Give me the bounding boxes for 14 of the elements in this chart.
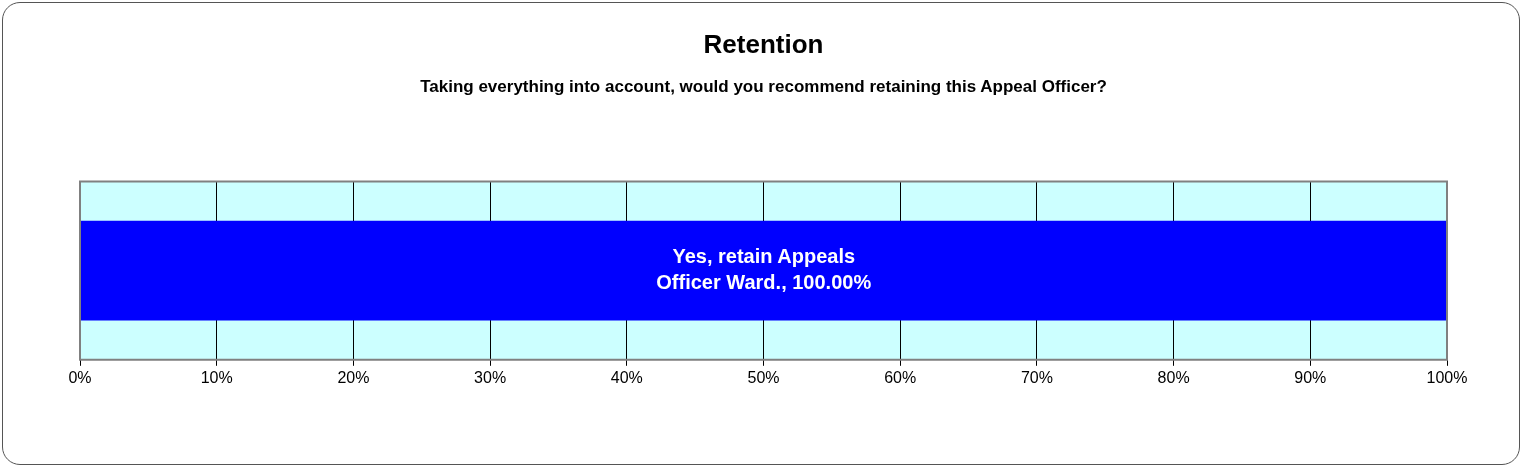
x-tick-label: 0% bbox=[68, 368, 92, 386]
x-tick-label: 20% bbox=[337, 368, 370, 386]
x-tick-label: 100% bbox=[1426, 368, 1468, 386]
x-tick-label: 30% bbox=[474, 368, 507, 386]
x-tick-label: 50% bbox=[747, 368, 780, 386]
x-tick-label: 10% bbox=[200, 368, 233, 386]
data-label: Yes, retain Appeals Officer Ward., 100.00% bbox=[656, 245, 872, 294]
x-tick-label: 40% bbox=[610, 368, 643, 386]
chart-subtitle: Taking everything into account, would you recommend retaining this Appeal Officer? bbox=[420, 77, 1107, 97]
x-tick-label: 60% bbox=[884, 368, 917, 386]
x-tick-label: 90% bbox=[1294, 368, 1327, 386]
chart-title: Retention bbox=[703, 28, 824, 59]
x-tick-label: 80% bbox=[1157, 368, 1190, 386]
x-tick-label: 70% bbox=[1020, 368, 1053, 386]
